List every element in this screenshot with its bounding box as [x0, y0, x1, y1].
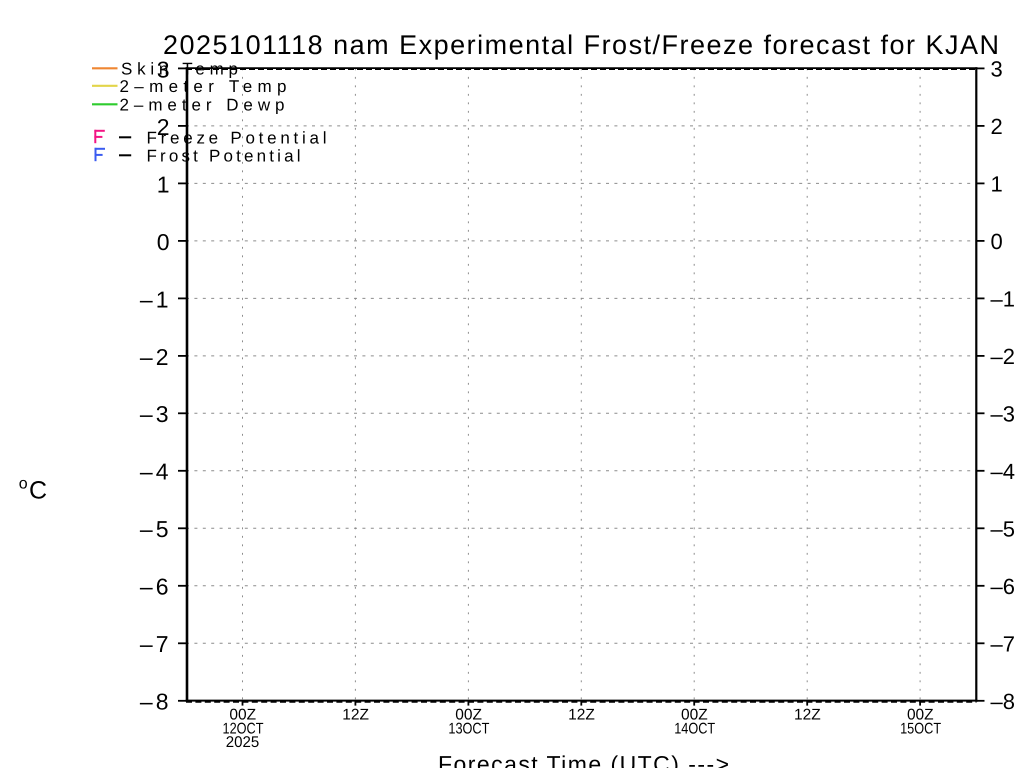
svg-text:2: 2 — [157, 114, 170, 140]
svg-text:–3: –3 — [140, 401, 172, 427]
svg-text:–6: –6 — [991, 574, 1015, 599]
svg-text:0: 0 — [991, 229, 1003, 254]
svg-text:–5: –5 — [991, 516, 1015, 541]
svg-text:15OCT: 15OCT — [900, 721, 941, 738]
svg-text:–2: –2 — [991, 344, 1015, 369]
svg-text:Frost Potential: Frost Potential — [147, 146, 301, 165]
svg-text:–5: –5 — [140, 516, 172, 542]
svg-text:Freeze Potential: Freeze Potential — [147, 128, 327, 147]
svg-text:–6: –6 — [140, 574, 172, 600]
svg-text:–1: –1 — [140, 286, 172, 312]
svg-text:–8: –8 — [140, 689, 172, 715]
svg-text:2025101118 nam Experimental Fr: 2025101118 nam Experimental Frost/Freeze… — [163, 30, 999, 60]
svg-text:00Z: 00Z — [229, 707, 256, 724]
svg-text:Forecast Time (UTC) --->: Forecast Time (UTC) ---> — [438, 751, 729, 768]
svg-text:1: 1 — [157, 171, 170, 197]
svg-text:–4: –4 — [991, 459, 1015, 484]
svg-text:12Z: 12Z — [568, 707, 595, 724]
svg-text:–7: –7 — [991, 631, 1015, 656]
svg-text:0: 0 — [157, 229, 170, 255]
svg-text:3: 3 — [157, 56, 170, 82]
svg-text:o: o — [19, 476, 28, 493]
svg-text:00Z: 00Z — [907, 707, 934, 724]
svg-text:3: 3 — [991, 57, 1003, 82]
svg-text:–8: –8 — [991, 689, 1015, 714]
svg-text:–4: –4 — [140, 459, 172, 485]
svg-text:–2: –2 — [140, 344, 172, 370]
svg-text:–1: –1 — [991, 287, 1015, 312]
svg-text:12Z: 12Z — [794, 707, 821, 724]
svg-text:00Z: 00Z — [681, 707, 708, 724]
svg-text:2: 2 — [991, 114, 1003, 139]
svg-text:13OCT: 13OCT — [448, 721, 489, 738]
svg-text:2025: 2025 — [226, 734, 260, 751]
svg-text:1: 1 — [991, 172, 1003, 197]
svg-text:00Z: 00Z — [455, 707, 482, 724]
svg-text:14OCT: 14OCT — [674, 721, 715, 738]
svg-text:12OCT: 12OCT — [223, 721, 264, 738]
svg-text:–7: –7 — [140, 631, 172, 657]
svg-text:12Z: 12Z — [342, 707, 369, 724]
svg-text:C: C — [29, 477, 47, 505]
svg-text:–3: –3 — [991, 401, 1015, 426]
